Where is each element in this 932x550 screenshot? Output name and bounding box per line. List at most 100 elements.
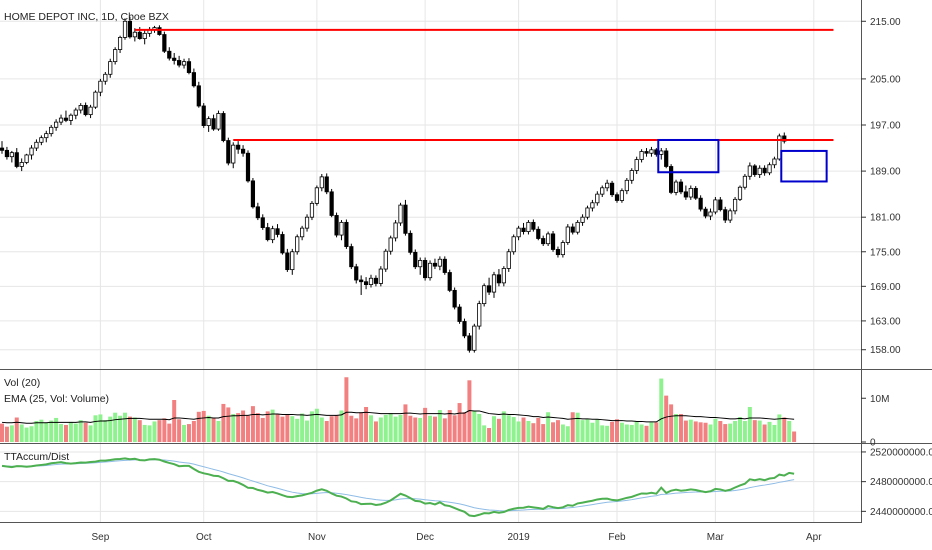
volume-bar[interactable] xyxy=(290,416,295,442)
volume-bar[interactable] xyxy=(4,426,9,442)
volume-bar[interactable] xyxy=(285,414,290,442)
candle[interactable] xyxy=(231,142,236,169)
volume-bar[interactable] xyxy=(78,420,83,442)
candle[interactable] xyxy=(63,110,69,123)
volume-bar[interactable] xyxy=(255,413,260,442)
volume-bar[interactable] xyxy=(19,424,24,443)
candle[interactable] xyxy=(639,149,644,163)
candle[interactable] xyxy=(393,220,398,242)
volume-bar[interactable] xyxy=(295,418,300,442)
volume-bar[interactable] xyxy=(34,421,39,442)
volume-bar[interactable] xyxy=(708,424,713,443)
candle[interactable] xyxy=(555,246,561,258)
volume-bar[interactable] xyxy=(772,424,777,442)
volume-bar[interactable] xyxy=(9,425,14,442)
candle[interactable] xyxy=(186,58,192,75)
volume-bar[interactable] xyxy=(113,412,118,442)
volume-bar[interactable] xyxy=(172,400,177,442)
volume-bar[interactable] xyxy=(408,415,413,442)
volume-bar[interactable] xyxy=(624,424,629,443)
volume-bar[interactable] xyxy=(182,424,187,442)
candle[interactable] xyxy=(683,185,688,200)
volume-bar[interactable] xyxy=(605,425,610,442)
candle[interactable] xyxy=(329,188,334,218)
volume-bar[interactable] xyxy=(580,420,585,442)
candle[interactable] xyxy=(541,235,546,246)
candle[interactable] xyxy=(728,208,733,223)
candle[interactable] xyxy=(526,220,531,235)
candle[interactable] xyxy=(531,219,536,232)
candle[interactable] xyxy=(349,243,354,270)
volume-bar[interactable] xyxy=(506,415,511,442)
volume-bar[interactable] xyxy=(177,419,182,442)
candle[interactable] xyxy=(167,47,172,61)
volume-bar[interactable] xyxy=(511,417,516,442)
candle[interactable] xyxy=(570,223,575,235)
volume-bar[interactable] xyxy=(403,404,408,442)
candle[interactable] xyxy=(172,52,177,65)
candle[interactable] xyxy=(260,214,265,230)
accum-ma-line[interactable] xyxy=(1,459,795,512)
candle[interactable] xyxy=(68,113,73,125)
volume-bar[interactable] xyxy=(457,403,462,442)
volume-bar[interactable] xyxy=(792,431,797,443)
candle[interactable] xyxy=(24,153,29,165)
candle[interactable] xyxy=(142,29,147,45)
candle[interactable] xyxy=(383,248,388,272)
volume-bar[interactable] xyxy=(678,414,683,442)
volume-bar[interactable] xyxy=(369,415,373,442)
candle[interactable] xyxy=(703,206,708,219)
candle[interactable] xyxy=(491,271,497,298)
candle[interactable] xyxy=(501,266,506,287)
volume-bar[interactable] xyxy=(516,421,521,442)
price-pane[interactable] xyxy=(0,16,834,353)
candle[interactable] xyxy=(600,185,605,198)
volume-bar[interactable] xyxy=(600,425,605,442)
candle[interactable] xyxy=(486,277,492,295)
candle[interactable] xyxy=(398,202,403,226)
volume-bar[interactable] xyxy=(664,395,669,442)
volume-bar[interactable] xyxy=(206,415,211,442)
volume-bar[interactable] xyxy=(378,417,383,443)
candle[interactable] xyxy=(688,185,693,200)
candle[interactable] xyxy=(196,81,201,108)
consolidation-box[interactable] xyxy=(780,149,828,183)
candle[interactable] xyxy=(418,257,423,275)
candle[interactable] xyxy=(413,249,418,270)
volume-bar[interactable] xyxy=(231,414,236,442)
candle[interactable] xyxy=(265,222,270,242)
volume-pane[interactable] xyxy=(0,377,797,443)
volume-bar[interactable] xyxy=(713,418,718,442)
candle[interactable] xyxy=(300,225,305,241)
candle[interactable] xyxy=(54,119,59,131)
volume-bar[interactable] xyxy=(782,417,787,443)
volume-bar[interactable] xyxy=(777,414,782,442)
volume-bar[interactable] xyxy=(398,414,403,442)
volume-bar[interactable] xyxy=(88,425,93,442)
candle[interactable] xyxy=(117,35,123,53)
candle[interactable] xyxy=(442,256,447,275)
volume-bar[interactable] xyxy=(762,424,767,443)
candle[interactable] xyxy=(314,185,319,206)
candle[interactable] xyxy=(477,300,482,330)
candle[interactable] xyxy=(206,116,211,132)
volume-bar[interactable] xyxy=(196,411,201,442)
candle[interactable] xyxy=(34,139,39,151)
candle[interactable] xyxy=(664,148,669,169)
candle[interactable] xyxy=(624,178,629,195)
volume-bar[interactable] xyxy=(319,417,324,443)
volume-bar[interactable] xyxy=(615,419,619,442)
volume-bar[interactable] xyxy=(610,421,615,442)
candle[interactable] xyxy=(93,90,98,109)
candle[interactable] xyxy=(181,58,187,69)
volume-bar[interactable] xyxy=(698,422,703,442)
volume-bar[interactable] xyxy=(260,417,265,442)
volume-bar[interactable] xyxy=(123,412,127,442)
candle[interactable] xyxy=(127,16,133,39)
volume-bar[interactable] xyxy=(683,420,688,442)
volume-bar[interactable] xyxy=(723,424,728,442)
volume-bar[interactable] xyxy=(752,420,757,442)
volume-bar[interactable] xyxy=(364,407,369,442)
accumulation-pane[interactable] xyxy=(1,457,795,518)
volume-bar[interactable] xyxy=(265,411,270,442)
